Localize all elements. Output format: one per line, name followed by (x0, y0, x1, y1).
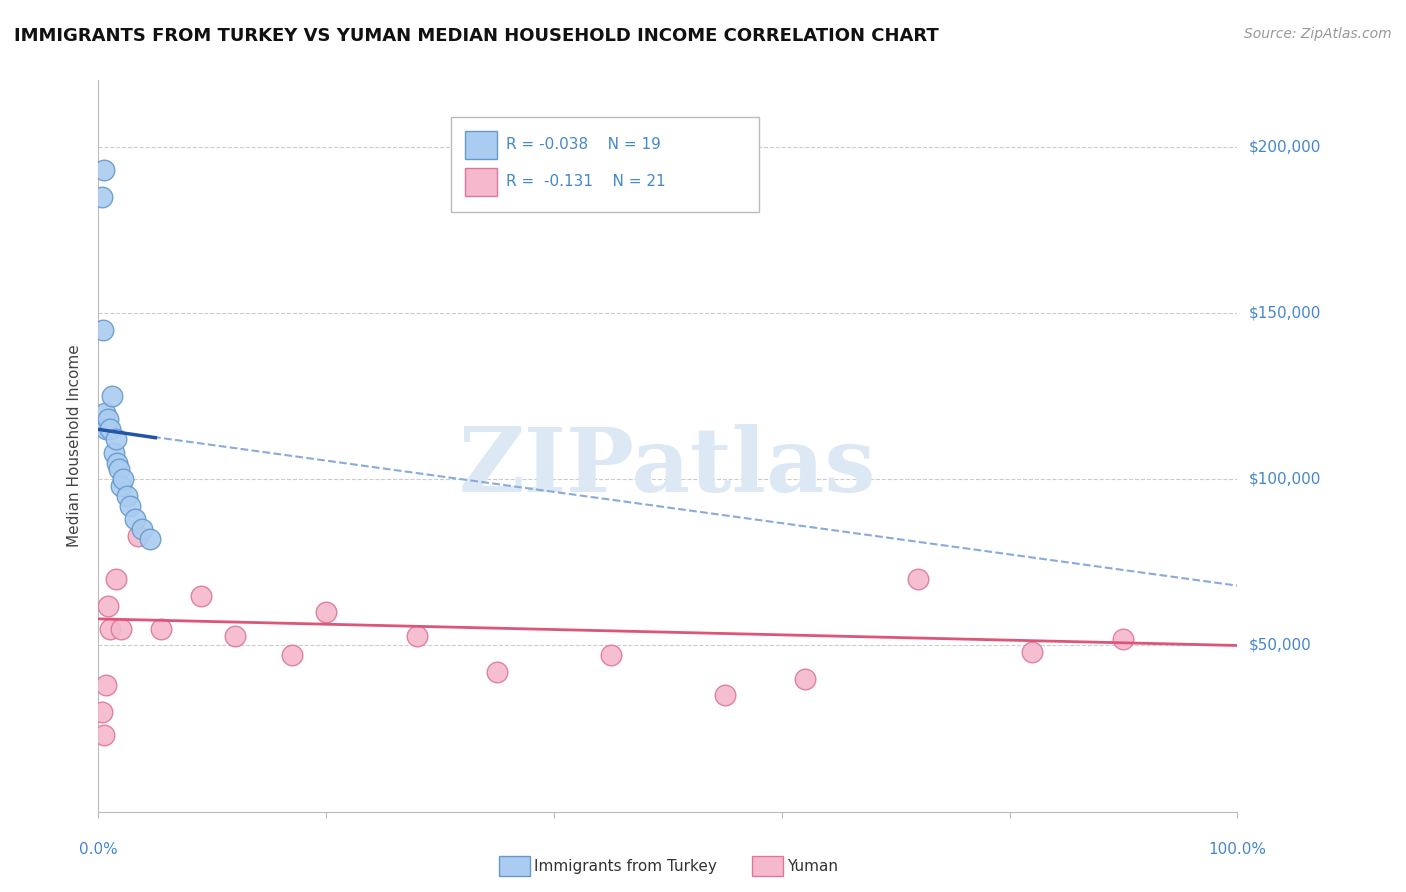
Text: IMMIGRANTS FROM TURKEY VS YUMAN MEDIAN HOUSEHOLD INCOME CORRELATION CHART: IMMIGRANTS FROM TURKEY VS YUMAN MEDIAN H… (14, 27, 939, 45)
Point (96, 412, 118, 426)
Point (96, 678, 118, 692)
Point (124, 512, 146, 526)
Text: Yuman: Yuman (787, 859, 838, 873)
Point (104, 433, 127, 447)
Point (224, 628, 246, 642)
Text: 100.0%: 100.0% (1208, 842, 1267, 857)
Point (101, 389, 124, 403)
Text: Source: ZipAtlas.com: Source: ZipAtlas.com (1244, 27, 1392, 41)
Text: Immigrants from Turkey: Immigrants from Turkey (534, 859, 717, 873)
FancyBboxPatch shape (465, 168, 498, 196)
Point (105, 456, 128, 470)
Point (190, 589, 212, 603)
Point (150, 622, 173, 636)
Point (103, 445, 125, 459)
Point (1021, 645, 1043, 659)
Text: $150,000: $150,000 (1249, 306, 1320, 320)
Point (110, 479, 132, 493)
Point (94, 406, 117, 420)
Point (108, 462, 131, 476)
Point (96, 599, 118, 613)
FancyBboxPatch shape (465, 131, 498, 159)
Text: ZIPatlas: ZIPatlas (460, 425, 876, 511)
Point (406, 628, 429, 642)
Text: $100,000: $100,000 (1249, 472, 1320, 487)
Point (96, 422, 118, 436)
Point (98, 422, 121, 436)
Point (138, 532, 160, 546)
Point (315, 605, 337, 619)
Point (93, 728, 115, 742)
Text: $200,000: $200,000 (1249, 139, 1320, 154)
Text: $50,000: $50,000 (1249, 638, 1312, 653)
Point (131, 522, 153, 536)
Point (115, 489, 138, 503)
Point (281, 648, 304, 663)
Point (120, 499, 142, 513)
Point (98, 622, 121, 636)
Point (91, 323, 114, 337)
Point (93, 163, 115, 178)
Text: R = -0.038    N = 19: R = -0.038 N = 19 (506, 137, 661, 153)
Text: 0.0%: 0.0% (79, 842, 118, 857)
Point (793, 672, 815, 686)
Point (127, 529, 149, 543)
Point (90, 705, 112, 719)
Point (600, 648, 623, 663)
Point (907, 572, 929, 586)
Point (112, 472, 135, 486)
Point (1112, 632, 1135, 646)
Point (714, 689, 737, 703)
Point (486, 665, 509, 679)
FancyBboxPatch shape (451, 117, 759, 212)
Text: R =  -0.131    N = 21: R = -0.131 N = 21 (506, 175, 666, 189)
Y-axis label: Median Household Income: Median Household Income (67, 344, 83, 548)
Point (104, 572, 127, 586)
Point (110, 622, 132, 636)
Point (90, 189, 112, 203)
